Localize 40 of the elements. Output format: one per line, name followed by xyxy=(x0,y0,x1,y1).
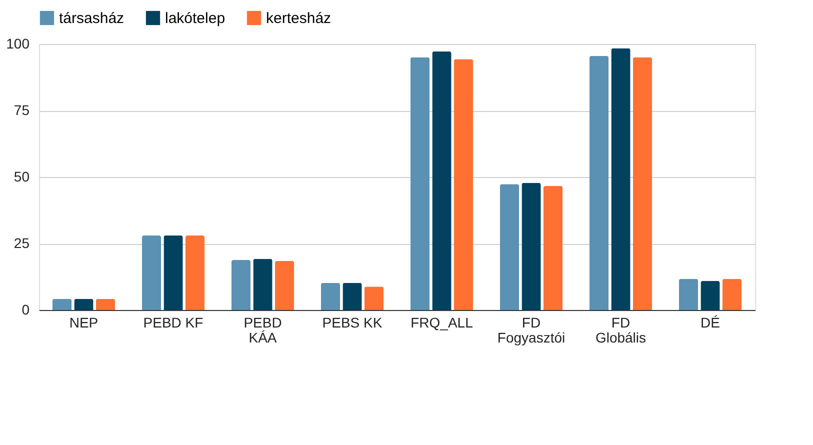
bar xyxy=(522,182,541,310)
bar xyxy=(74,298,94,310)
bar xyxy=(96,298,116,310)
bar xyxy=(432,51,452,310)
x-tick-label: DÉ xyxy=(700,314,720,330)
legend-label: lakótelep xyxy=(165,10,226,27)
legend-label: kertesház xyxy=(266,10,332,27)
bar xyxy=(410,57,430,310)
bar xyxy=(500,184,520,310)
bar xyxy=(543,186,563,310)
bar xyxy=(342,282,362,310)
bar xyxy=(164,236,183,310)
x-tick-label: FD Fogyasztói xyxy=(497,314,566,346)
bar xyxy=(454,59,474,310)
bar xyxy=(678,278,698,310)
bar xyxy=(231,260,251,310)
bar xyxy=(632,57,652,310)
bar xyxy=(185,236,205,310)
bar xyxy=(722,278,742,310)
bar xyxy=(364,286,384,310)
x-tick-label: FD Globális xyxy=(595,314,646,346)
x-tick-label: PEBD KÁA xyxy=(244,314,282,346)
bar xyxy=(52,298,72,310)
bar xyxy=(253,258,272,310)
legend-label: társasház xyxy=(59,10,124,27)
bar xyxy=(320,282,340,310)
bar xyxy=(274,261,294,310)
x-tick-label: FRQ_ALL xyxy=(410,314,474,330)
y-tick-label: 75 xyxy=(14,102,30,118)
y-tick-label: 0 xyxy=(22,302,30,318)
x-tick-label: PEBS KK xyxy=(322,314,383,330)
y-tick-label: 50 xyxy=(14,168,30,184)
x-tick-label: NEP xyxy=(69,314,98,330)
y-tick-label: 25 xyxy=(14,235,30,251)
x-tick-label: PEBD KF xyxy=(143,314,204,330)
y-tick-label: 100 xyxy=(6,36,30,52)
bar xyxy=(700,281,720,310)
bar xyxy=(589,56,609,310)
bar xyxy=(142,236,162,310)
bar xyxy=(611,48,630,310)
